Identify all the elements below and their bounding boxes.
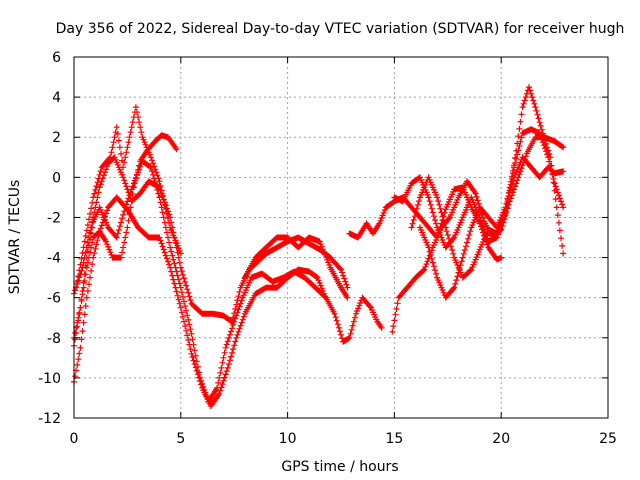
series-track-10 xyxy=(408,84,567,281)
y-tick-label: -2 xyxy=(47,210,61,226)
plot-frame xyxy=(73,56,609,419)
data-points xyxy=(71,84,567,409)
y-tick-label: -12 xyxy=(38,411,61,427)
x-tick-label: 20 xyxy=(492,431,510,447)
x-tick-label: 10 xyxy=(279,431,297,447)
chart-title: Day 356 of 2022, Sidereal Day-to-day VTE… xyxy=(56,21,625,37)
y-tick-label: -10 xyxy=(38,371,61,387)
y-tick-label: -6 xyxy=(47,291,61,307)
x-tick-label: 15 xyxy=(385,431,403,447)
x-tick-label: 25 xyxy=(599,431,617,447)
x-axis-ticks: 0 5 10 15 20 25 xyxy=(70,57,617,447)
x-tick-label: 0 xyxy=(70,431,79,447)
plus-markers xyxy=(391,126,567,251)
y-tick-label: 2 xyxy=(52,130,61,146)
plus-markers xyxy=(389,134,567,335)
series-track-9 xyxy=(391,126,567,251)
plus-markers xyxy=(417,154,567,301)
y-tick-label: -4 xyxy=(47,251,61,267)
series-track-11 xyxy=(417,154,567,301)
plus-markers xyxy=(73,104,184,291)
series-track-6 xyxy=(241,234,351,301)
y-tick-label: -8 xyxy=(47,331,61,347)
series-track-8 xyxy=(389,134,567,335)
y-tick-label: 6 xyxy=(52,50,61,66)
y-tick-label: 0 xyxy=(52,170,61,186)
series-track-5 xyxy=(73,104,184,291)
y-axis-ticks: -12 -10 -8 -6 -4 -2 0 2 4 6 xyxy=(38,50,608,427)
x-axis-label: GPS time / hours xyxy=(281,459,398,475)
plus-markers xyxy=(241,234,351,301)
plus-markers xyxy=(408,84,567,281)
y-axis-label: SDTVAR / TECUs xyxy=(7,180,23,295)
y-tick-label: 4 xyxy=(52,90,61,106)
x-tick-label: 5 xyxy=(176,431,185,447)
